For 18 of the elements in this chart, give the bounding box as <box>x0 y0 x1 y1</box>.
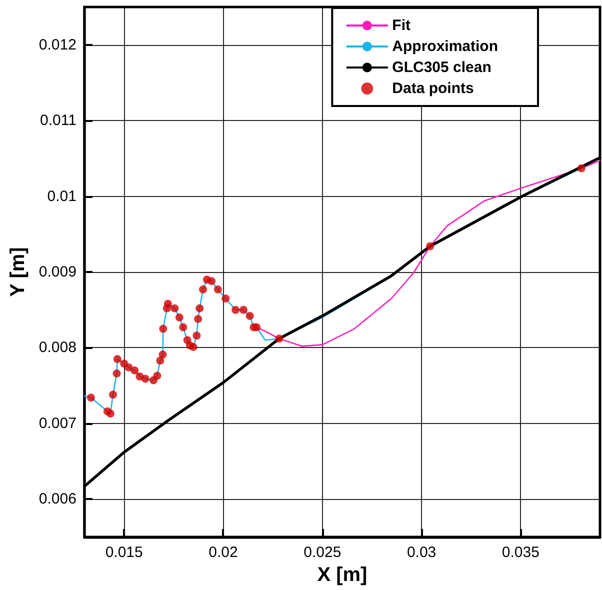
x-axis-title: X [m] <box>317 564 368 586</box>
y-tick-label: 0.007 <box>38 414 76 432</box>
legend-label: Data points <box>392 80 474 97</box>
y-tick-label: 0.008 <box>38 339 76 356</box>
legend-label: GLC305 clean <box>392 59 492 76</box>
legend-label: Fit <box>392 17 410 34</box>
y-tick-label: 0.011 <box>40 112 76 130</box>
y-tick-label: 0.01 <box>47 188 76 205</box>
x-tick-label: 0.035 <box>502 544 540 561</box>
y-tick-label: 0.012 <box>38 36 76 54</box>
x-tick-label: 0.015 <box>105 544 143 561</box>
y-axis-title: Y [m] <box>7 247 29 297</box>
y-tick-label: 0.006 <box>38 490 76 508</box>
x-tick-label: 0.03 <box>406 544 436 561</box>
legend-label: Approximation <box>392 38 498 55</box>
x-tick-label: 0.025 <box>304 544 342 561</box>
y-tick-label: 0.009 <box>38 264 76 280</box>
x-tick-label: 0.02 <box>208 544 238 561</box>
